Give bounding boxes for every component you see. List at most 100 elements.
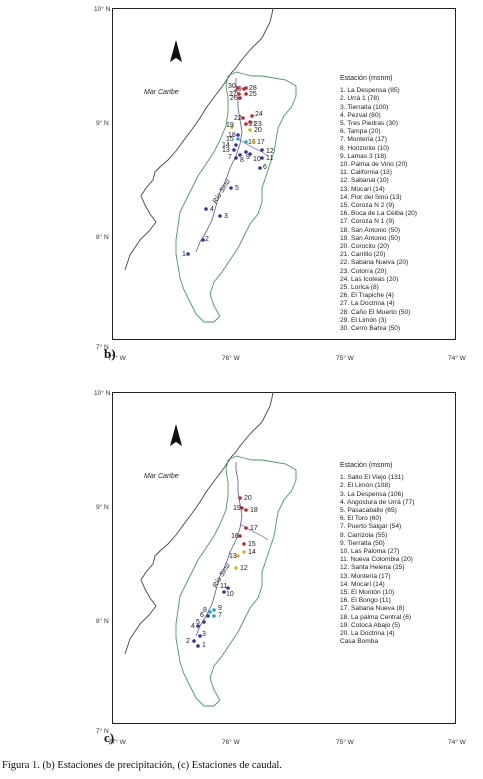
station-point (196, 624, 200, 628)
ytick-c-0: 10° N (94, 390, 111, 397)
station-point (236, 86, 240, 90)
station-point (236, 554, 240, 558)
legend-item: 10. Palma de Vino (20) (340, 161, 408, 169)
ytick-b-0: 10° N (94, 6, 111, 13)
legend-item: 19. Cotocá Abajo (5) (340, 621, 401, 629)
station-number: 3 (202, 631, 206, 638)
legend-item: 10. Las Paloma (27) (340, 548, 400, 556)
station-point (244, 92, 248, 96)
station-point (198, 634, 202, 638)
legend-item: 18. La palma Central (6) (340, 613, 412, 621)
station-point (244, 150, 248, 154)
xtick-b-2: 75° W (336, 355, 354, 362)
legend-c: Estación (msnm) 1. Salto El Viejo (131) 2… (340, 462, 414, 646)
station-point (244, 508, 248, 512)
station-number: 27 (229, 91, 237, 98)
station-number: 8 (240, 157, 244, 164)
map-frame-c (112, 392, 456, 724)
river-line (195, 462, 243, 637)
station-point (238, 496, 242, 500)
legend-item: 22. Sabana Nueva (20) (340, 259, 409, 267)
legend-item: 2. Urrá 1 (78) (340, 95, 380, 103)
legend-item: 24. Las Icoteas (20) (340, 275, 399, 283)
basin-outline (175, 455, 297, 707)
legend-item: 4. Pezval (80) (340, 111, 381, 119)
legend-item: 7. Puerto Salgar (54) (340, 523, 402, 531)
legend-item: 14. Mocarí (14) (340, 580, 385, 588)
station-number: 12 (240, 565, 248, 572)
ytick-c-1: 9° N (96, 504, 109, 511)
legend-item: 16. El Bongo (11) (340, 597, 391, 605)
station-number: 13 (222, 147, 230, 154)
panel-label-c: c) (104, 730, 115, 745)
ytick-b-3: 7° N (96, 344, 109, 351)
station-number: 21 (249, 121, 257, 128)
legend-title-c: Estación (msnm) (340, 462, 393, 469)
coastline (124, 7, 274, 271)
station-point (248, 128, 252, 132)
station-number: 1 (182, 251, 186, 258)
station-number: 10 (226, 591, 234, 598)
legend-item: 29. El Limón (3) (340, 316, 387, 324)
legend-item: 3. Tierralta (100) (340, 103, 389, 111)
legend-item: 20. Corocito (20) (340, 243, 390, 251)
coastline (124, 391, 274, 655)
sea-label: Mar Caribe (144, 473, 179, 480)
ytick-c-3: 7° N (96, 728, 109, 735)
station-number: 14 (248, 549, 256, 556)
station-point (260, 148, 264, 152)
station-number: 17 (257, 139, 265, 146)
station-point (229, 186, 233, 190)
station-point (258, 166, 262, 170)
legend-item: 13. Mocarí (14) (340, 185, 385, 193)
ytick-c-2: 8° N (96, 618, 109, 625)
station-number: 7 (228, 154, 232, 161)
legend-item: 17. Coroza N 1 (9) (340, 218, 395, 226)
panel-b: Mar Caribe Río Sinú 1 2 3 4 5 6 7 8 9 10 11 12 13 14 15 1… (0, 0, 483, 380)
legend-item: 8. Carrizola (55) (340, 531, 388, 539)
legend-item: 19. San Antonio (50) (340, 234, 401, 242)
panel-c: Mar Caribe Río Sinú 1 2 3 4 5 6 7 8 9 10 11 12 13 14 15 1… (0, 384, 483, 764)
station-point (234, 566, 238, 570)
station-point (237, 92, 241, 96)
legend-item: 12. Santa Helena (25) (340, 564, 405, 572)
station-point (204, 207, 208, 211)
station-point (234, 143, 238, 147)
station-point (222, 590, 226, 594)
station-point (208, 610, 212, 614)
station-point (244, 140, 248, 144)
legend-item: 2. El Limón (108) (340, 482, 391, 490)
xtick-c-0: 77° W (108, 739, 126, 746)
legend-item: 5. Pasacaballo (65) (340, 507, 397, 515)
station-number: 6 (263, 164, 267, 171)
station-number: 16 (248, 139, 256, 146)
station-number: 22 (234, 115, 242, 122)
station-point (244, 526, 248, 530)
legend-item: 3. La Despensa (106) (340, 490, 404, 498)
legend-item: 5. Tres Piedras (30) (340, 120, 398, 128)
legend-item: 12. Sabanal (10) (340, 177, 389, 185)
legend-item: 11. Nueva Colombia (20) (340, 556, 413, 564)
station-number: 15 (248, 541, 256, 548)
station-point (238, 96, 242, 100)
station-number: 4 (210, 206, 214, 213)
station-point (242, 87, 246, 91)
station-point (212, 608, 216, 612)
station-point (226, 586, 230, 590)
station-point (202, 620, 206, 624)
xtick-c-2: 75° W (336, 739, 354, 746)
station-number: 7 (218, 612, 222, 619)
xtick-c-1: 76° W (222, 739, 240, 746)
legend-item: 16. Boca de La Ceiba (20) (340, 210, 417, 218)
station-point (248, 120, 252, 124)
station-number: 4 (191, 623, 195, 630)
north-arrow-icon (170, 40, 182, 62)
station-number: 11 (220, 583, 227, 590)
legend-item: 7. Montería (17) (340, 136, 387, 144)
station-number: 6 (200, 612, 204, 619)
legend-item: 17. Sabana Nueva (8) (340, 605, 405, 613)
station-point (206, 614, 210, 618)
station-point (238, 534, 242, 538)
legend-item: 25. Lorica (8) (340, 284, 379, 292)
legend-item: 9. Tierralta (50) (340, 539, 385, 547)
